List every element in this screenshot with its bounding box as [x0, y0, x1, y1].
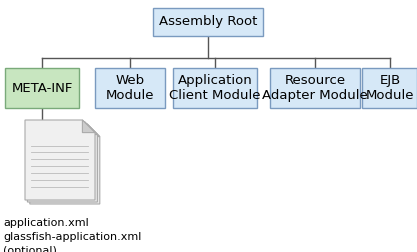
- Polygon shape: [25, 120, 95, 200]
- FancyBboxPatch shape: [153, 8, 263, 36]
- Text: Application
Client Module: Application Client Module: [169, 74, 261, 102]
- Text: Resource
Adapter Module: Resource Adapter Module: [262, 74, 368, 102]
- Polygon shape: [85, 122, 98, 135]
- Polygon shape: [87, 124, 100, 137]
- FancyBboxPatch shape: [362, 68, 417, 108]
- Polygon shape: [28, 122, 98, 202]
- FancyBboxPatch shape: [173, 68, 257, 108]
- Text: EJB
Module: EJB Module: [366, 74, 414, 102]
- Text: META-INF: META-INF: [11, 81, 73, 94]
- FancyBboxPatch shape: [270, 68, 360, 108]
- Text: Web
Module: Web Module: [106, 74, 154, 102]
- Text: Assembly Root: Assembly Root: [159, 16, 257, 28]
- Polygon shape: [30, 124, 100, 204]
- Polygon shape: [83, 120, 95, 133]
- FancyBboxPatch shape: [5, 68, 79, 108]
- Text: application.xml
glassfish-application.xml
(optional): application.xml glassfish-application.xm…: [3, 218, 141, 252]
- FancyBboxPatch shape: [95, 68, 165, 108]
